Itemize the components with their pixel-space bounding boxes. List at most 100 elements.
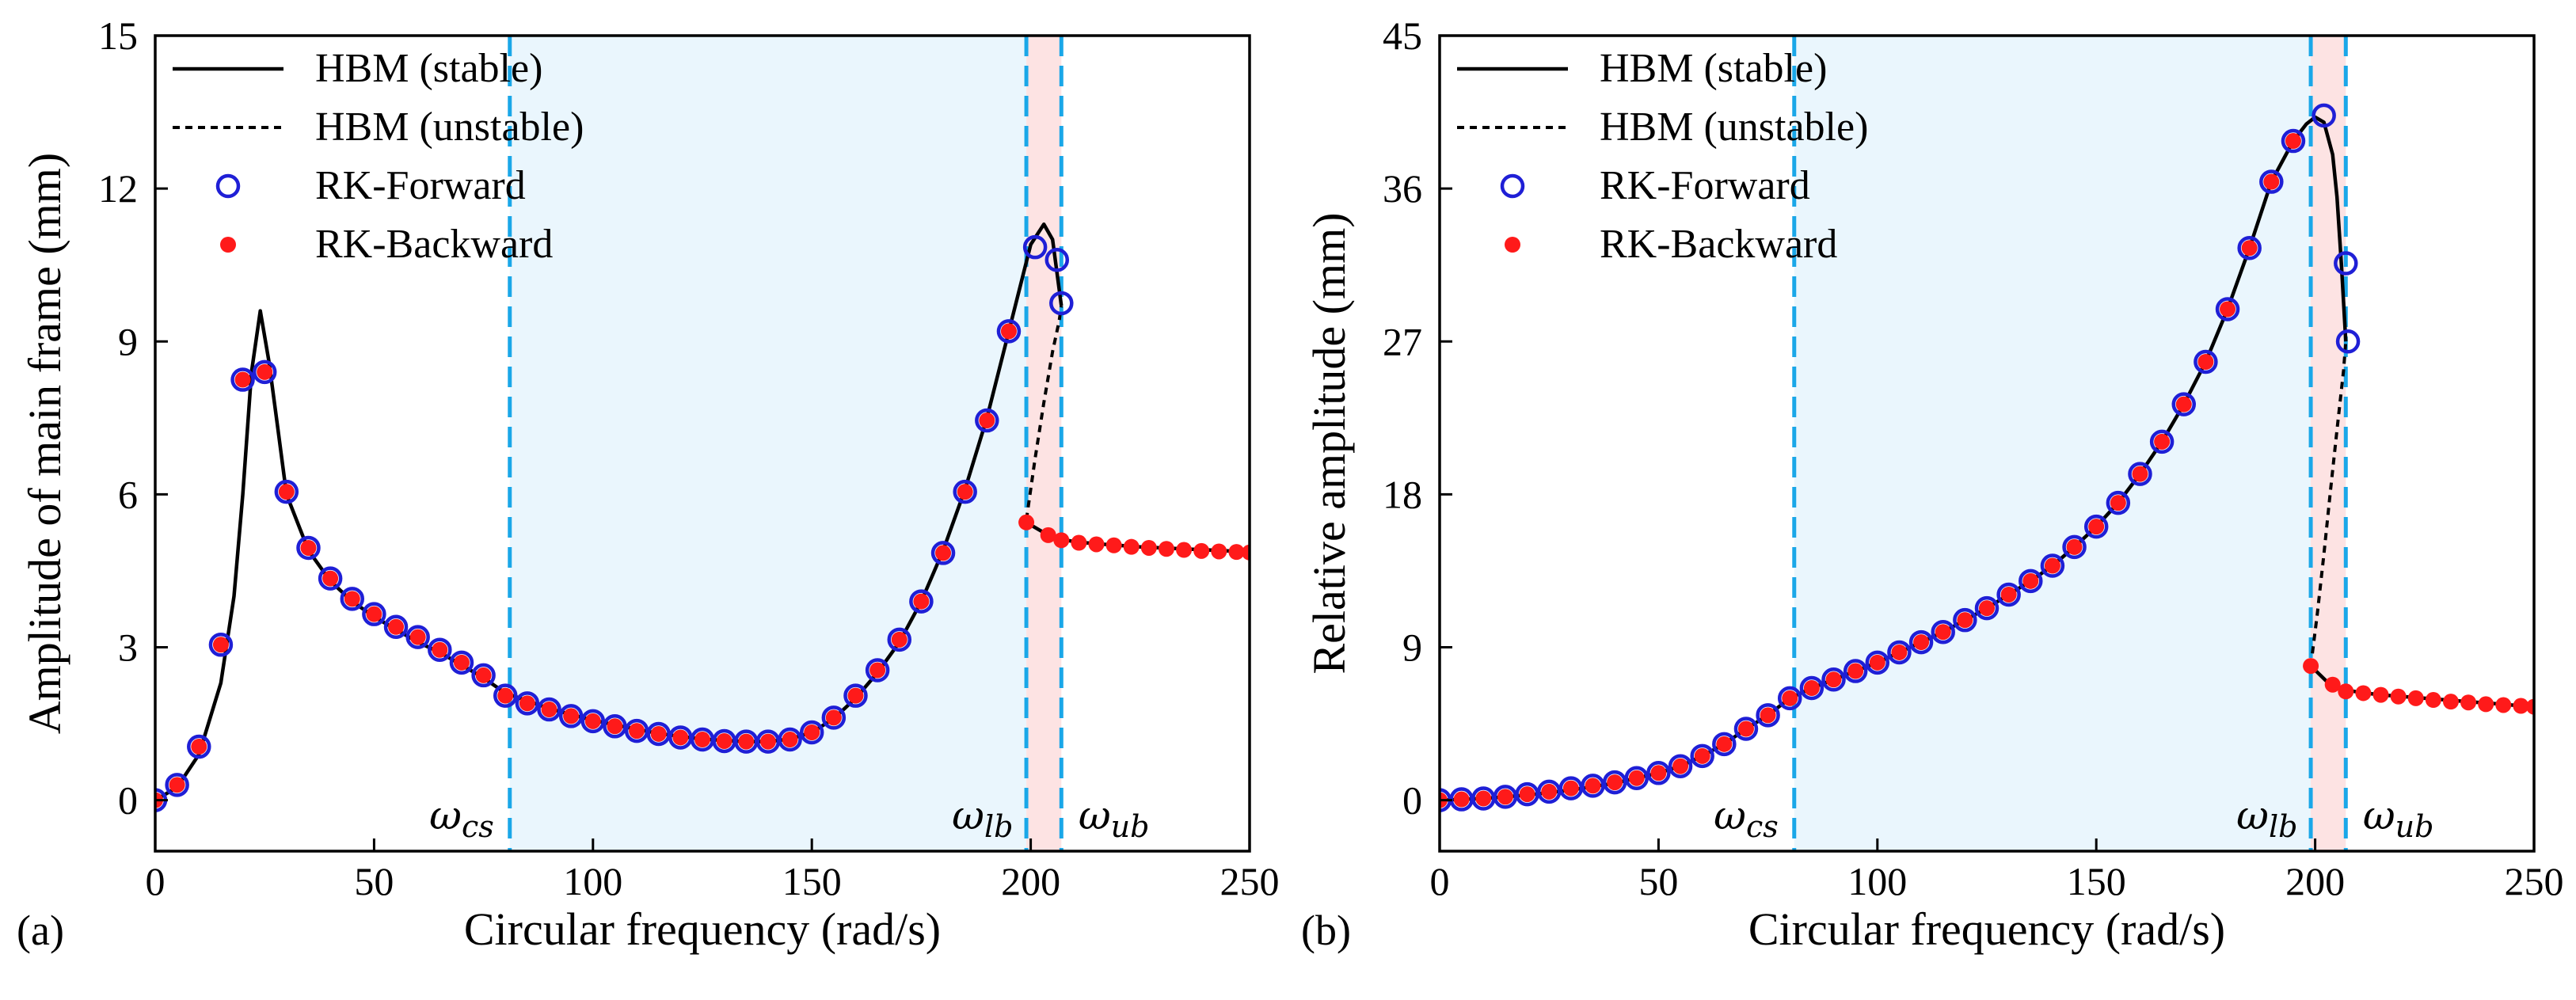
legend-entry: HBM (unstable): [315, 105, 584, 150]
x-tick-label: 100: [563, 859, 622, 903]
y-tick-label: 9: [1402, 625, 1422, 670]
rk-backward-point: [2372, 686, 2389, 703]
omega-symbol: ω: [429, 793, 462, 838]
rk-forward-point: [996, 319, 1022, 344]
rk-forward-point: [383, 614, 409, 639]
rk-backward-point: [344, 591, 360, 607]
rk-backward-point: [212, 637, 229, 653]
rk-backward-point: [716, 732, 732, 749]
y-tick-label: 12: [98, 166, 138, 211]
rk-forward-point: [208, 633, 234, 657]
rk-forward-point: [1821, 667, 1846, 692]
x-tick-label: 250: [2505, 859, 2564, 903]
rk-backward-point: [541, 702, 557, 718]
rk-backward-point: [1071, 534, 1087, 551]
omega-subscript: lb: [984, 809, 1013, 844]
rk-backward-point: [191, 739, 207, 755]
rk-forward-point: [1602, 770, 1627, 795]
rk-forward-point: [1581, 774, 1605, 798]
rk-forward-point: [558, 704, 584, 728]
rk-backward-point: [584, 713, 601, 729]
rk-backward-point: [847, 687, 864, 704]
rk-forward-point: [1843, 659, 1868, 683]
rk-forward-point: [2128, 462, 2152, 486]
omega-subscript: ub: [1111, 809, 1150, 844]
rk-forward-point: [909, 589, 934, 614]
rk-backward-point: [1123, 538, 1140, 555]
rk-backward-point: [1760, 707, 1776, 724]
rk-forward-point: [1690, 743, 1714, 769]
rk-backward-point: [2513, 698, 2529, 714]
rk-backward-point: [2338, 683, 2354, 700]
omega-label-lb: ωlb: [952, 793, 1013, 844]
rk-backward-point: [278, 484, 295, 500]
rk-forward-point: [821, 705, 847, 730]
rk-backward-point: [300, 539, 317, 556]
x-tick-label: 150: [782, 859, 842, 903]
shaded-region-2: [2311, 36, 2346, 851]
rk-backward-point: [1737, 721, 1754, 737]
rk-backward-point: [2526, 698, 2534, 715]
rk-backward-point: [694, 732, 710, 748]
legend-swatch-backward: [1505, 237, 1520, 253]
rk-forward-point: [953, 479, 977, 504]
y-tick-label: 18: [1383, 472, 1422, 516]
rk-forward-point: [1974, 595, 2000, 621]
rk-forward-point: [580, 709, 606, 734]
chart-panel-2: 0 50 100 150 200 250 0 9 18 27 36 45 Circular freque…: [1301, 13, 2564, 955]
rk-backward-point: [1211, 543, 1227, 560]
x-tick-label: 50: [1638, 859, 1678, 903]
rk-backward-point: [1158, 541, 1174, 557]
rk-backward-point: [782, 732, 798, 748]
rk-backward-point: [366, 606, 382, 622]
rk-backward-point: [1475, 790, 1492, 807]
rk-forward-point: [1733, 717, 1759, 741]
rk-backward-point: [2407, 690, 2424, 706]
rk-forward-point: [405, 625, 430, 649]
rk-forward-point: [778, 727, 802, 752]
rk-backward-point: [2220, 301, 2236, 317]
rk-forward-point: [1908, 629, 1934, 655]
rk-forward-point: [2335, 329, 2361, 354]
rk-forward-point: [2334, 251, 2358, 276]
rk-forward-point: [1931, 619, 1955, 644]
rk-backward-point: [1193, 542, 1210, 559]
rk-forward-point: [1049, 291, 1074, 316]
rk-backward-point: [1694, 747, 1710, 764]
omega-subscript: lb: [2269, 809, 2297, 844]
rk-backward-point: [979, 413, 995, 429]
y-tick-label: 9: [118, 319, 138, 363]
rk-forward-point: [296, 535, 321, 561]
rk-forward-point: [2259, 169, 2284, 194]
rk-backward-point: [1176, 542, 1193, 558]
rk-forward-point: [2149, 429, 2175, 454]
rk-forward-point: [537, 697, 561, 722]
rk-backward-point: [2303, 658, 2319, 675]
rk-backward-point: [2324, 676, 2341, 693]
omega-subscript: cs: [1746, 809, 1779, 844]
rk-forward-point: [1887, 640, 1912, 665]
rk-backward-point: [475, 667, 492, 683]
omega-symbol: ω: [1714, 793, 1746, 838]
rk-forward-point: [2215, 297, 2240, 321]
rk-forward-point: [930, 541, 956, 565]
rk-forward-point: [646, 721, 671, 747]
rk-forward-point: [2062, 534, 2087, 560]
rk-backward-point: [1140, 539, 1157, 556]
legend-swatch-backward: [220, 237, 236, 253]
rk-backward-point: [497, 687, 514, 704]
rk-backward-point: [234, 371, 251, 388]
hbm-unstable-line-1: [2309, 341, 2348, 667]
x-tick-label: 200: [2285, 859, 2345, 903]
rk-forward-point: [471, 663, 496, 688]
rk-backward-point: [2285, 133, 2301, 150]
rk-backward-point: [169, 777, 185, 793]
legend-entry: RK-Backward: [315, 222, 553, 267]
rk-forward-point: [362, 602, 386, 626]
rk-forward-point: [865, 658, 890, 683]
rk-forward-point: [165, 773, 189, 797]
rk-forward-point: [1756, 703, 1780, 728]
rk-forward-point: [493, 683, 518, 708]
rk-backward-point: [1228, 544, 1245, 561]
